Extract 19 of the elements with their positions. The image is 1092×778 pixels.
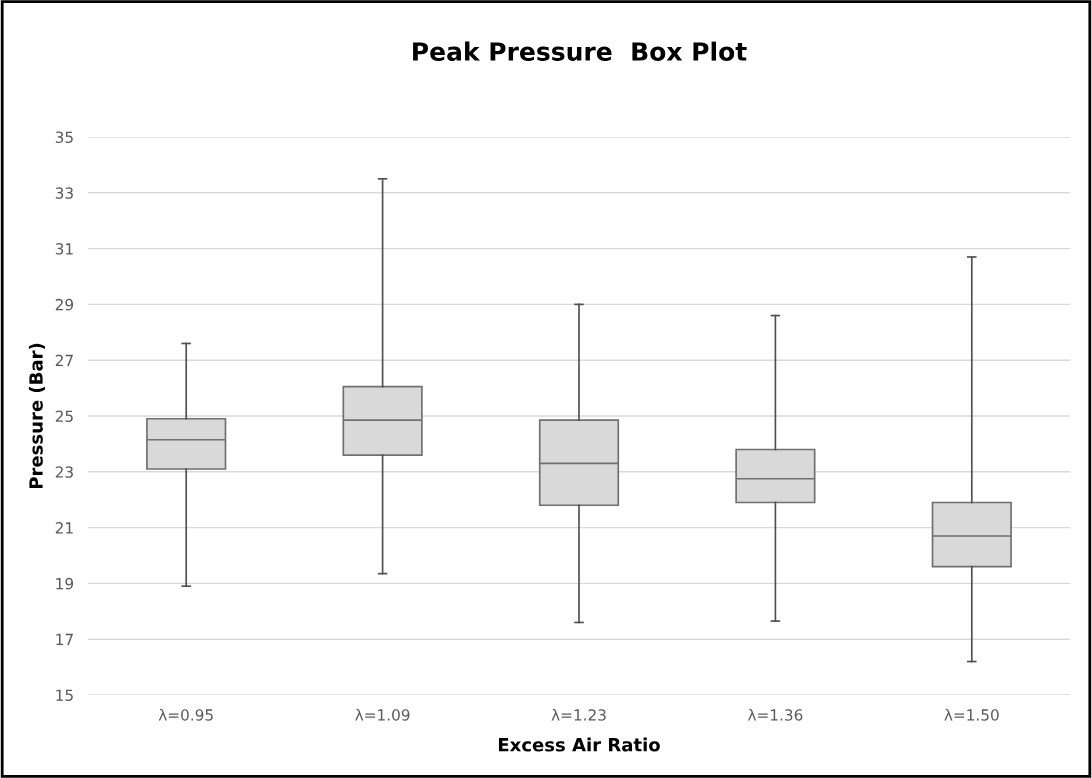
y-tick-label: 15 (56, 689, 73, 702)
y-tick-label: 19 (56, 577, 74, 590)
y-tick-label: 31 (55, 243, 73, 255)
y-tick-label: 33 (55, 187, 73, 199)
x-axis-title: Excess Air Ratio (498, 737, 660, 752)
y-tick-label: 21 (55, 522, 73, 534)
x-tick-label: λ=1.50 (944, 708, 999, 721)
y-axis-title: Pressure (Bar) (28, 343, 45, 489)
y-tick-label: 35 (55, 131, 73, 144)
y-tick-label: 23 (55, 466, 73, 478)
x-tick-label: λ=1.09 (355, 708, 410, 721)
chart-title: Peak Pressure Box Plot (413, 41, 747, 61)
y-tick-label: 29 (55, 298, 74, 311)
x-tick-label: λ=1.23 (551, 708, 606, 721)
y-tick-label: 27 (55, 354, 73, 366)
y-tick-label: 25 (55, 410, 73, 423)
x-tick-label: λ=0.95 (158, 708, 213, 721)
x-tick-label: λ=1.36 (747, 708, 803, 721)
y-tick-label: 17 (56, 633, 73, 645)
